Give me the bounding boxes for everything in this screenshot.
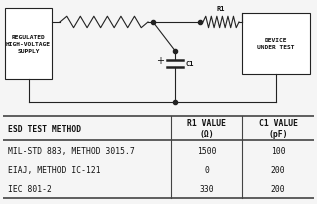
Text: 1500: 1500 bbox=[197, 146, 217, 155]
Text: IEC 801-2: IEC 801-2 bbox=[8, 184, 52, 193]
Text: EIAJ, METHOD IC-121: EIAJ, METHOD IC-121 bbox=[8, 165, 100, 174]
Text: 100: 100 bbox=[271, 146, 285, 155]
Text: ESD TEST METHOD: ESD TEST METHOD bbox=[8, 124, 81, 133]
Text: 0: 0 bbox=[204, 165, 209, 174]
Text: C1 VALUE
(pF): C1 VALUE (pF) bbox=[259, 118, 298, 138]
Text: MIL-STD 883, METHOD 3015.7: MIL-STD 883, METHOD 3015.7 bbox=[8, 146, 135, 155]
Bar bbox=[5, 9, 52, 80]
Text: DEVICE
UNDER TEST: DEVICE UNDER TEST bbox=[257, 38, 295, 50]
Bar bbox=[242, 14, 310, 74]
Text: +: + bbox=[156, 55, 164, 65]
Text: R1: R1 bbox=[217, 6, 225, 12]
Text: C1: C1 bbox=[186, 61, 195, 67]
Text: 330: 330 bbox=[199, 184, 214, 193]
Text: R1 VALUE
(Ω): R1 VALUE (Ω) bbox=[187, 118, 226, 138]
Text: 200: 200 bbox=[271, 184, 285, 193]
Text: 200: 200 bbox=[271, 165, 285, 174]
Text: REGULATED
HIGH-VOLTAGE
SUPPLY: REGULATED HIGH-VOLTAGE SUPPLY bbox=[6, 35, 51, 54]
